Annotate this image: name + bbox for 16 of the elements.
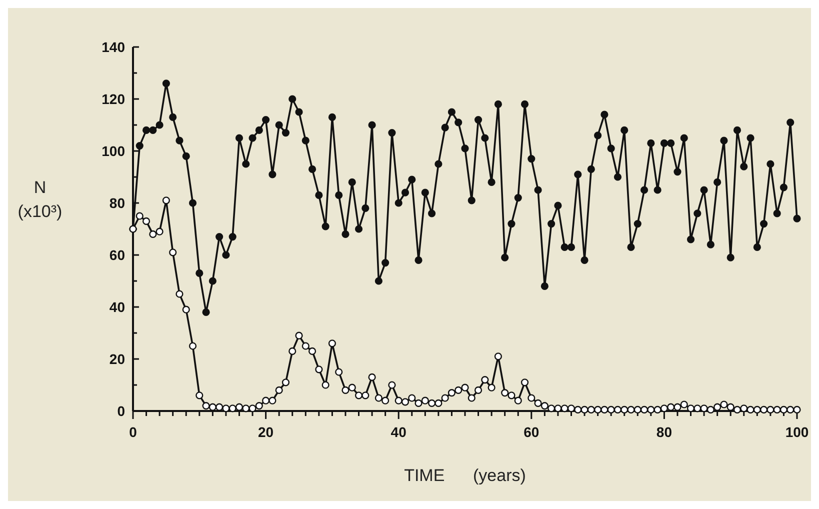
x-axis-title: TIME (years) <box>404 466 526 485</box>
x-tick-label: 20 <box>258 424 274 440</box>
y-tick-label: 60 <box>109 246 126 263</box>
y-tick-label: 100 <box>102 142 126 159</box>
y-axis-title: N (x10³) <box>18 178 62 221</box>
y-tick-label: 20 <box>109 350 126 367</box>
x-tick-label: 100 <box>785 424 809 440</box>
x-tick-label: 60 <box>524 424 540 440</box>
y-tick-label: 140 <box>102 38 126 55</box>
x-tick-label: 40 <box>390 424 407 440</box>
y-tick-label: 120 <box>102 90 126 107</box>
x-tick-label: 80 <box>656 424 672 440</box>
x-tick-label: 0 <box>129 424 138 440</box>
y-tick-label: 40 <box>109 298 126 315</box>
y-tick-label: 80 <box>109 194 126 211</box>
y-tick-label: 0 <box>117 402 126 419</box>
